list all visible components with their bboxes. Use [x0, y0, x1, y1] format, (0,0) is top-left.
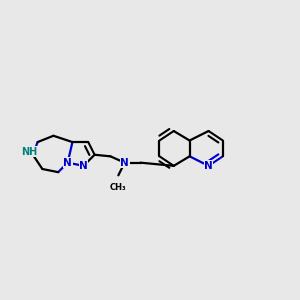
- Text: NH: NH: [22, 147, 38, 157]
- Text: N: N: [204, 161, 213, 171]
- Text: N: N: [63, 158, 72, 168]
- Text: CH₃: CH₃: [110, 183, 127, 192]
- Text: N: N: [79, 161, 88, 171]
- Text: N: N: [120, 158, 129, 168]
